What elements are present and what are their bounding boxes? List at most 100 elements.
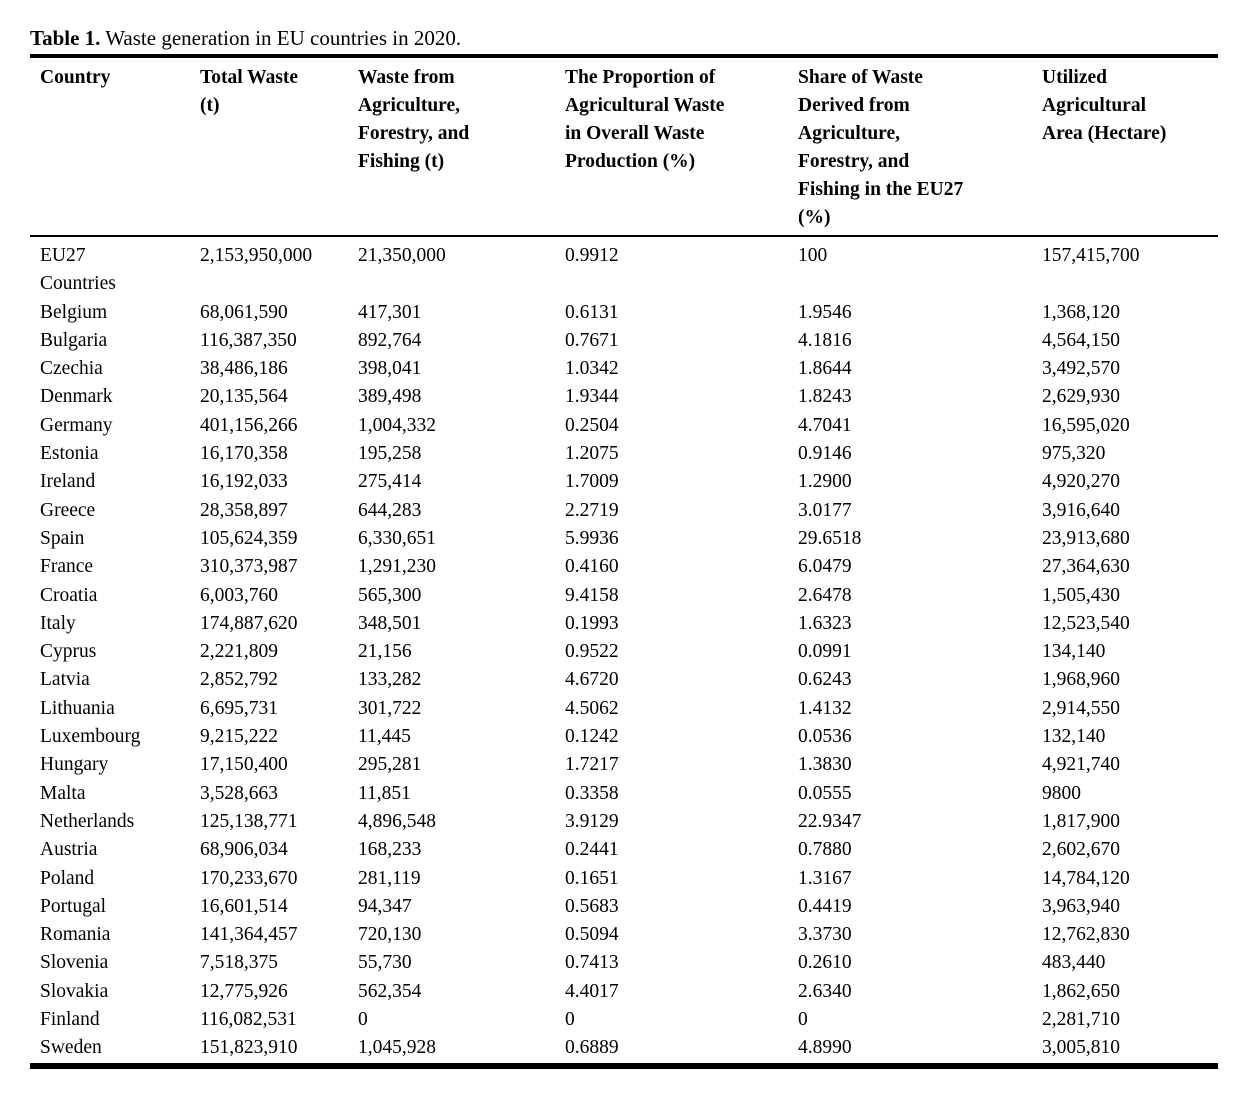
value-cell: 0.2441 — [565, 839, 619, 861]
table-row: Sweden 151,823,910 1,045,928 0.6889 4.8990 3,… — [30, 1034, 1218, 1065]
value-cell: 168,233 — [358, 839, 422, 861]
value-cell: 0.1993 — [565, 612, 619, 634]
value-cell: 1.6323 — [798, 612, 852, 634]
value-cell: 0.4419 — [798, 895, 852, 917]
table-caption: Table 1. Waste generation in EU countrie… — [30, 25, 1218, 51]
country-cell: Greece — [40, 499, 96, 521]
table-body: EU27 Countries 2,153,950,000 21,350,000 0.9… — [30, 236, 1218, 1066]
value-cell: 4.8990 — [798, 1037, 852, 1059]
column-header-agri-waste: Waste from Agriculture, Forestry, and Fi… — [358, 56, 565, 237]
table-row: Netherlands 125,138,771 4,896,548 3.9129 22.… — [30, 808, 1218, 836]
table-row: France 310,373,987 1,291,230 0.4160 6.0479 27… — [30, 553, 1218, 581]
country-cell: Italy — [40, 612, 76, 634]
value-cell: 4.7041 — [798, 414, 852, 436]
table-row: Luxembourg 9,215,222 11,445 0.1242 0.0536 132… — [30, 723, 1218, 751]
value-cell: 0.2610 — [798, 952, 852, 974]
value-cell: 3,916,640 — [1042, 499, 1120, 521]
column-header-share-eu27: Share of Waste Derived from Agriculture,… — [798, 56, 1042, 237]
value-cell: 27,364,630 — [1042, 556, 1130, 578]
value-cell: 281,119 — [358, 867, 421, 889]
country-cell: France — [40, 556, 94, 578]
value-cell: 6,330,651 — [358, 527, 436, 549]
value-cell: 9.4158 — [565, 584, 619, 606]
document-page: Table 1. Waste generation in EU countrie… — [30, 25, 1218, 1069]
value-cell: 0 — [565, 1009, 575, 1031]
value-cell: 12,523,540 — [1042, 612, 1130, 634]
table-row: Romania 141,364,457 720,130 0.5094 3.3730 12,… — [30, 921, 1218, 949]
value-cell: 5.9936 — [565, 527, 619, 549]
value-cell: 0 — [358, 1009, 368, 1031]
column-header-utilized-area: Utilized Agricultural Area (Hectare) — [1042, 56, 1218, 237]
value-cell: 16,170,358 — [200, 443, 288, 465]
value-cell: 16,595,020 — [1042, 414, 1130, 436]
value-cell: 11,851 — [358, 782, 411, 804]
column-header-total-waste: Total Waste (t) — [200, 56, 358, 237]
waste-generation-table: Country Total Waste (t) Waste from Agric… — [30, 54, 1218, 1069]
value-cell: 134,140 — [1042, 641, 1106, 663]
value-cell: 0.5094 — [565, 924, 619, 946]
country-cell: Lithuania — [40, 697, 115, 719]
value-cell: 116,387,350 — [200, 329, 297, 351]
value-cell: 1,291,230 — [358, 556, 436, 578]
value-cell: 389,498 — [358, 386, 422, 408]
table-row: Latvia 2,852,792 133,282 4.6720 0.6243 1,968,… — [30, 666, 1218, 694]
value-cell: 195,258 — [358, 443, 422, 465]
value-cell: 9800 — [1042, 782, 1081, 804]
country-cell: EU27 Countries — [40, 245, 116, 295]
value-cell: 1,968,960 — [1042, 669, 1120, 691]
value-cell: 6.0479 — [798, 556, 852, 578]
value-cell: 2,602,670 — [1042, 839, 1120, 861]
table-row: Greece 28,358,897 644,283 2.2719 3.0177 3,916… — [30, 497, 1218, 525]
table-caption-label: Table 1. — [30, 26, 101, 50]
country-cell: Slovakia — [40, 980, 109, 1002]
table-header: Country Total Waste (t) Waste from Agric… — [30, 56, 1218, 237]
country-cell: Czechia — [40, 358, 103, 380]
value-cell: 16,601,514 — [200, 895, 288, 917]
country-cell: Austria — [40, 839, 98, 861]
value-cell: 11,445 — [358, 726, 411, 748]
value-cell: 1.7217 — [565, 754, 619, 776]
value-cell: 310,373,987 — [200, 556, 298, 578]
value-cell: 94,347 — [358, 895, 412, 917]
value-cell: 141,364,457 — [200, 924, 298, 946]
table-row: Cyprus 2,221,809 21,156 0.9522 0.0991 134,140 — [30, 638, 1218, 666]
value-cell: 295,281 — [358, 754, 422, 776]
value-cell: 3.3730 — [798, 924, 852, 946]
value-cell: 1.3830 — [798, 754, 852, 776]
value-cell: 55,730 — [358, 952, 412, 974]
value-cell: 1.8644 — [798, 358, 852, 380]
value-cell: 2.2719 — [565, 499, 619, 521]
value-cell: 1.4132 — [798, 697, 852, 719]
value-cell: 3,528,663 — [200, 782, 278, 804]
value-cell: 644,283 — [358, 499, 422, 521]
value-cell: 2,281,710 — [1042, 1009, 1120, 1031]
value-cell: 1.8243 — [798, 386, 852, 408]
table-row: Belgium 68,061,590 417,301 0.6131 1.9546 1,36… — [30, 299, 1218, 327]
value-cell: 2,629,930 — [1042, 386, 1120, 408]
value-cell: 0.9522 — [565, 641, 619, 663]
table-row: Austria 68,906,034 168,233 0.2441 0.7880 2,60… — [30, 836, 1218, 864]
country-cell: Estonia — [40, 443, 99, 465]
value-cell: 6,695,731 — [200, 697, 278, 719]
value-cell: 1,817,900 — [1042, 810, 1120, 832]
value-cell: 2,221,809 — [200, 641, 278, 663]
table-row: Hungary 17,150,400 295,281 1.7217 1.3830 4,92… — [30, 751, 1218, 779]
value-cell: 401,156,266 — [200, 414, 298, 436]
value-cell: 565,300 — [358, 584, 422, 606]
value-cell: 0.6131 — [565, 301, 619, 323]
value-cell: 0.1242 — [565, 726, 619, 748]
value-cell: 0.0555 — [798, 782, 852, 804]
value-cell: 1.9344 — [565, 386, 619, 408]
country-cell: Latvia — [40, 669, 90, 691]
country-cell: Malta — [40, 782, 86, 804]
value-cell: 0.5683 — [565, 895, 619, 917]
value-cell: 275,414 — [358, 471, 422, 493]
value-cell: 151,823,910 — [200, 1037, 298, 1059]
table-row: Italy 174,887,620 348,501 0.1993 1.6323 12,52… — [30, 610, 1218, 638]
value-cell: 0.4160 — [565, 556, 619, 578]
value-cell: 1.0342 — [565, 358, 619, 380]
value-cell: 0.0991 — [798, 641, 852, 663]
country-cell: Germany — [40, 414, 113, 436]
value-cell: 1,505,430 — [1042, 584, 1120, 606]
value-cell: 4,564,150 — [1042, 329, 1120, 351]
